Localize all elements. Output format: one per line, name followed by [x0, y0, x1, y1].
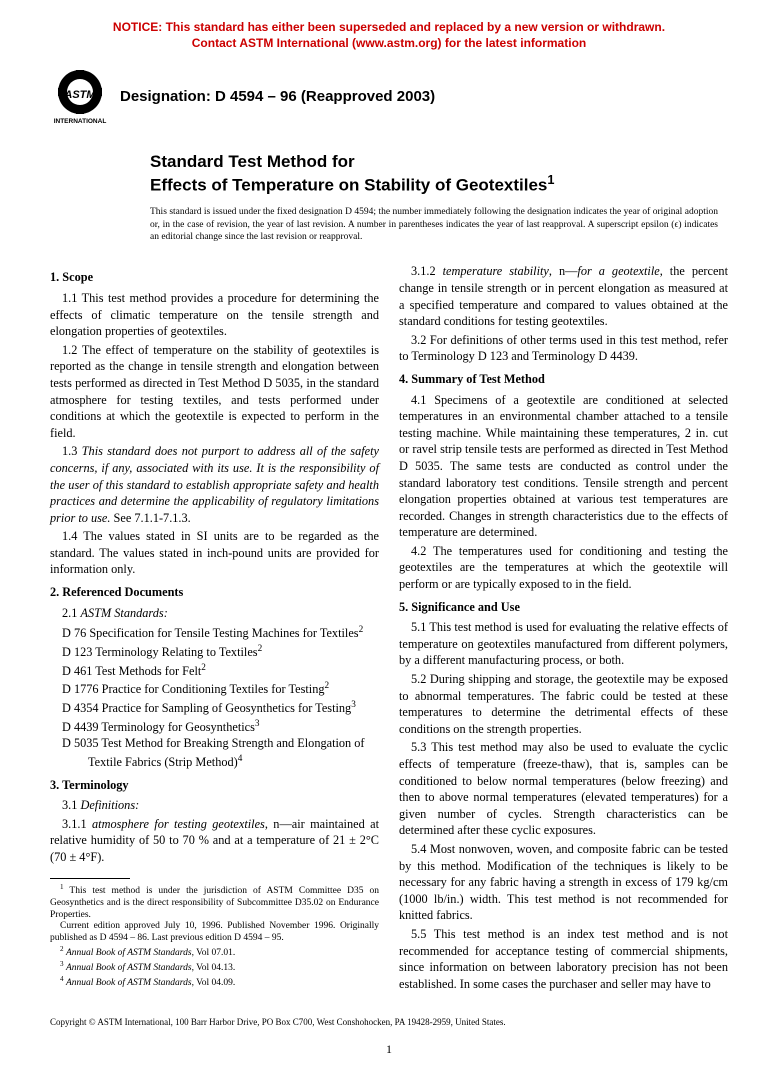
footnote-rule	[50, 878, 130, 879]
footnote-block: 1 This test method is under the jurisdic…	[50, 878, 379, 991]
astm-logo: ASTM INTERNATIONAL	[50, 66, 110, 126]
ref-d4439: D 4439 Terminology for Geosynthetics3	[62, 717, 379, 736]
notice-banner: NOTICE: This standard has either been su…	[50, 20, 728, 51]
para-3-1-2: 3.1.2 temperature stability, n—for a geo…	[399, 263, 728, 329]
footnote-4: 4 Annual Book of ASTM Standards, Vol 04.…	[50, 975, 379, 990]
para-1-2: 1.2 The effect of temperature on the sta…	[50, 342, 379, 442]
section-3-head: 3. Terminology	[50, 777, 379, 794]
document-page: NOTICE: This standard has either been su…	[0, 0, 778, 1087]
para-5-1: 5.1 This test method is used for evaluat…	[399, 619, 728, 669]
title-line-1: Standard Test Method for	[150, 151, 728, 172]
notice-line-1: NOTICE: This standard has either been su…	[113, 20, 665, 34]
para-5-3: 5.3 This test method may also be used to…	[399, 739, 728, 839]
ref-list: D 76 Specification for Tensile Testing M…	[50, 623, 379, 770]
para-3-2: 3.2 For definitions of other terms used …	[399, 332, 728, 365]
designation-text: Designation: D 4594 – 96 (Reapproved 200…	[120, 88, 435, 105]
para-5-2: 5.2 During shipping and storage, the geo…	[399, 671, 728, 737]
section-2-head: 2. Referenced Documents	[50, 584, 379, 601]
ref-d5035: D 5035 Test Method for Breaking Strength…	[62, 735, 379, 770]
para-4-2: 4.2 The temperatures used for conditioni…	[399, 543, 728, 593]
sub-2-1: 2.1 ASTM Standards:	[50, 605, 379, 622]
section-4-head: 4. Summary of Test Method	[399, 371, 728, 388]
title-main: Effects of Temperature on Stability of G…	[150, 176, 547, 195]
para-4-1: 4.1 Specimens of a geotextile are condit…	[399, 392, 728, 541]
body-columns: 1. Scope 1.1 This test method provides a…	[50, 263, 728, 992]
ref-d123: D 123 Terminology Relating to Textiles2	[62, 642, 379, 661]
logo-label: INTERNATIONAL	[54, 118, 107, 125]
copyright-line: Copyright © ASTM International, 100 Barr…	[50, 1017, 728, 1027]
svg-text:ASTM: ASTM	[63, 89, 96, 101]
para-5-5: 5.5 This test method is an index test me…	[399, 926, 728, 992]
para-1-1: 1.1 This test method provides a procedur…	[50, 290, 379, 340]
issuance-note: This standard is issued under the fixed …	[150, 206, 718, 243]
footnote-2: 2 Annual Book of ASTM Standards, Vol 07.…	[50, 945, 379, 960]
notice-line-2: Contact ASTM International (www.astm.org…	[192, 36, 586, 50]
section-5-head: 5. Significance and Use	[399, 599, 728, 616]
para-5-4: 5.4 Most nonwoven, woven, and composite …	[399, 841, 728, 924]
section-1-head: 1. Scope	[50, 269, 379, 286]
ref-d1776: D 1776 Practice for Conditioning Textile…	[62, 679, 379, 698]
title-block: Standard Test Method for Effects of Temp…	[150, 151, 728, 196]
title-sup: 1	[547, 172, 554, 187]
para-1-4: 1.4 The values stated in SI units are to…	[50, 528, 379, 578]
ref-d461: D 461 Test Methods for Felt2	[62, 661, 379, 680]
footnote-1b: Current edition approved July 10, 1996. …	[50, 921, 379, 945]
footnote-3: 3 Annual Book of ASTM Standards, Vol 04.…	[50, 960, 379, 975]
footnotes: 1 This test method is under the jurisdic…	[50, 883, 379, 991]
para-3-1-1: 3.1.1 atmosphere for testing geotextiles…	[50, 816, 379, 866]
title-line-2: Effects of Temperature on Stability of G…	[150, 172, 728, 196]
sub-3-1: 3.1 Definitions:	[50, 797, 379, 814]
ref-d76: D 76 Specification for Tensile Testing M…	[62, 623, 379, 642]
header-row: ASTM INTERNATIONAL Designation: D 4594 –…	[50, 66, 728, 126]
page-number: 1	[50, 1042, 728, 1057]
para-1-3: 1.3 This standard does not purport to ad…	[50, 443, 379, 526]
ref-d4354: D 4354 Practice for Sampling of Geosynth…	[62, 698, 379, 717]
footnote-1: 1 This test method is under the jurisdic…	[50, 883, 379, 922]
